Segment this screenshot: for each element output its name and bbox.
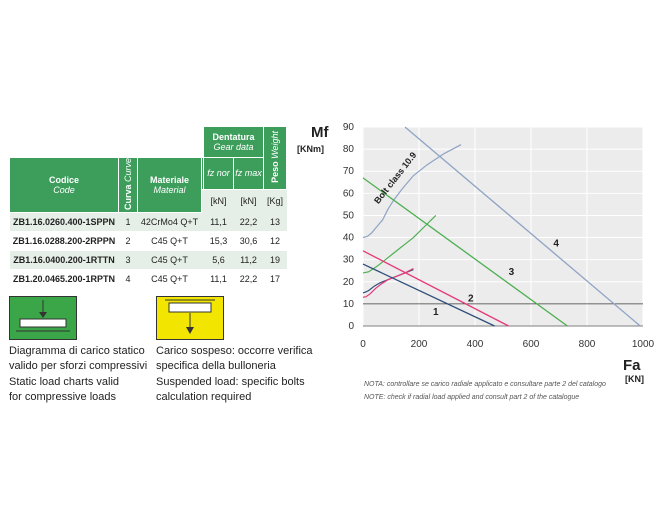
compressive-load-icon — [16, 300, 70, 332]
row-weight: 12 — [263, 231, 287, 252]
row-curve: 4 — [118, 269, 138, 290]
dentatura-label: Dentatura — [212, 132, 255, 142]
code-label: Code — [53, 185, 75, 196]
peso-header: Peso Weight — [263, 126, 287, 190]
row-weight: 13 — [263, 212, 287, 233]
row-weight: 17 — [263, 269, 287, 290]
row-curve: 2 — [118, 231, 138, 252]
y-tick-label: 70 — [343, 166, 355, 177]
fz-max-unit: [kN] — [233, 189, 264, 213]
curva-header: Curva Curve — [118, 156, 138, 214]
row-fz-nor: 15,3 — [203, 231, 234, 252]
static-caption-it-line: Diagramma di carico statico — [9, 345, 145, 357]
suspended-load-caption-it: Carico sospeso: occorre verifica specifi… — [156, 344, 313, 374]
row-fz-max: 30,6 — [233, 231, 264, 252]
materiale-header: Materiale Material — [137, 156, 202, 214]
plot-area — [363, 127, 643, 326]
row-fz-max: 11,2 — [233, 250, 264, 271]
curve-2-label: 2 — [468, 294, 474, 305]
row-fz-nor: 11,1 — [203, 212, 234, 233]
chart-ticks: 0 10 20 30 40 50 60 70 80 90 0 200 400 600 800 1000 — [343, 122, 655, 350]
row-material: C45 Q+T — [137, 250, 202, 271]
curve-4-line — [404, 126, 641, 327]
suspended-caption-it-line: specifica della bulloneria — [156, 360, 276, 372]
bolt-limit-line — [362, 267, 414, 298]
row-curve: 3 — [118, 250, 138, 271]
row-material: 42CrMo4 Q+T — [137, 212, 202, 233]
curve-4-label: 4 — [553, 238, 559, 249]
table-row: ZB1.16.0260.400-1SPPN 1 42CrMo4 Q+T 11,1… — [9, 212, 287, 233]
y-tick-label: 80 — [343, 144, 355, 155]
fz-nor-unit: [kN] — [203, 189, 234, 213]
row-weight: 19 — [263, 250, 287, 271]
suspended-caption-en-line: calculation required — [156, 391, 252, 403]
row-code: ZB1.16.0400.200-1RTTN — [9, 250, 119, 271]
y-tick-label: 20 — [343, 277, 355, 288]
row-fz-nor: 11,1 — [203, 269, 234, 290]
curve-1-label: 1 — [433, 307, 439, 318]
y-axis-label: Mf — [311, 124, 329, 141]
table-row: ZB1.20.0465.200-1RPTN 4 C45 Q+T 11,1 22,… — [9, 269, 287, 290]
chart-series: 1 2 3 4 — [362, 126, 641, 327]
x-tick-label: 200 — [411, 339, 428, 350]
material-label: Material — [153, 185, 186, 196]
suspended-load-icon — [165, 299, 215, 334]
y-tick-label: 40 — [343, 233, 355, 244]
row-fz-max: 22,2 — [233, 212, 264, 233]
spec-table: Dentatura Gear data Peso Weight Codice C… — [9, 126, 287, 290]
y-tick-label: 60 — [343, 188, 355, 199]
weight-unit: [Kg] — [263, 189, 287, 213]
chart-grid — [362, 126, 644, 327]
static-load-symbol — [9, 296, 77, 340]
row-fz-max: 22,2 — [233, 269, 264, 290]
y-tick-label: 90 — [343, 122, 355, 133]
x-axis-unit: [KN] — [625, 374, 644, 384]
suspended-load-symbol — [156, 296, 224, 340]
y-axis-unit: [KNm] — [297, 144, 324, 154]
x-tick-label: 600 — [523, 339, 540, 350]
curve-3-label: 3 — [509, 267, 515, 278]
fz-nor-header: fz nor — [203, 157, 234, 190]
row-fz-nor: 5,6 — [203, 250, 234, 271]
y-tick-label: 10 — [343, 299, 355, 310]
codice-label: Codice — [48, 175, 79, 186]
x-tick-label: 0 — [360, 339, 366, 350]
x-tick-label: 400 — [467, 339, 484, 350]
static-load-caption-en: Static load charts valid for compressive… — [9, 375, 119, 405]
curve-1-line — [362, 263, 495, 327]
bolt-limit-line — [362, 215, 437, 274]
note-it: NOTA: controllare se carico radiale appl… — [364, 381, 606, 388]
row-material: C45 Q+T — [137, 269, 202, 290]
suspended-caption-it-line: Carico sospeso: occorre verifica — [156, 345, 313, 357]
y-tick-label: 0 — [348, 321, 354, 332]
curve-3-line — [362, 177, 568, 327]
row-code: ZB1.20.0465.200-1RPTN — [9, 269, 119, 290]
table-row: ZB1.16.0400.200-1RTTN 3 C45 Q+T 5,6 11,2… — [9, 250, 287, 271]
table-row: ZB1.16.0288.200-2RPPN 2 C45 Q+T 15,3 30,… — [9, 231, 287, 252]
curve-2-line — [362, 250, 509, 327]
static-caption-it-line: valido per sforzi compressivi — [9, 360, 148, 372]
x-tick-label: 1000 — [632, 339, 655, 350]
static-load-caption-it: Diagramma di carico statico valido per s… — [9, 344, 147, 374]
y-tick-label: 30 — [343, 255, 355, 266]
suspended-load-caption-en: Suspended load: specific bolts calculati… — [156, 375, 305, 405]
static-caption-en-line: for compressive loads — [9, 391, 116, 403]
note-en: NOTE: check if radial load applied and c… — [364, 394, 579, 401]
row-code: ZB1.16.0260.400-1SPPN — [9, 212, 119, 233]
y-tick-label: 50 — [343, 210, 355, 221]
static-caption-en-line: Static load charts valid — [9, 376, 120, 388]
x-axis-label: Fa — [623, 357, 641, 374]
bolt-class-lines — [362, 144, 462, 298]
row-material: C45 Q+T — [137, 231, 202, 252]
fz-max-header: fz max — [233, 157, 264, 190]
gear-data-label: Gear data — [213, 142, 254, 152]
materiale-label: Materiale — [149, 175, 190, 186]
bolt-limit-line — [362, 144, 462, 239]
x-tick-label: 800 — [579, 339, 596, 350]
suspended-caption-en-line: Suspended load: specific bolts — [156, 376, 305, 388]
row-curve: 1 — [118, 212, 138, 233]
row-code: ZB1.16.0288.200-2RPPN — [9, 231, 119, 252]
dentatura-header: Dentatura Gear data — [203, 126, 264, 158]
